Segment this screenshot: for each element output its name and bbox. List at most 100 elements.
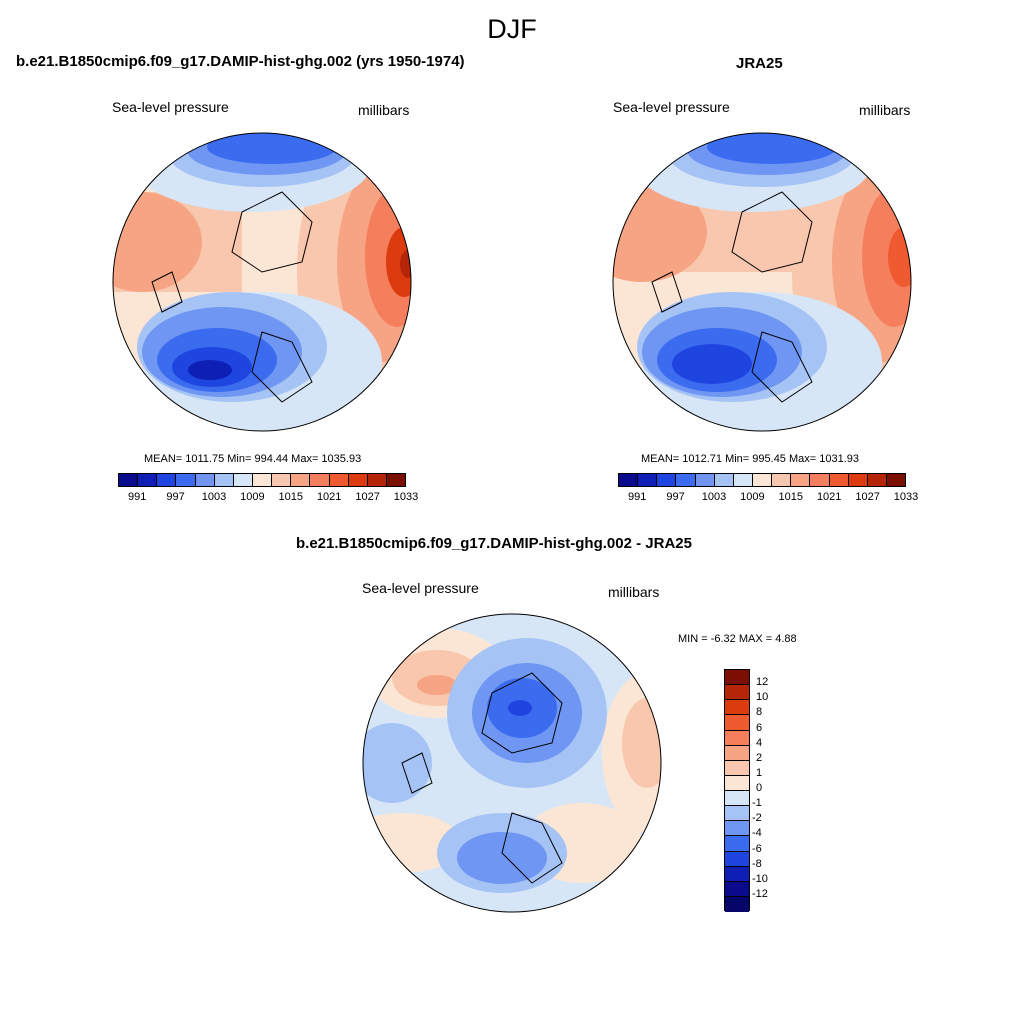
polar-map	[112, 132, 412, 432]
colorbar-tick-label: 997	[666, 491, 685, 503]
colorbar-tick-label: -10	[752, 872, 768, 885]
colorbar-swatch	[329, 474, 349, 486]
colorbar-swatch	[725, 836, 749, 852]
colorbar-tick-label: 1009	[740, 491, 765, 503]
colorbar-tick-label: -6	[752, 842, 762, 855]
colorbar-tick-label: 1009	[240, 491, 265, 503]
difference-contour	[417, 675, 457, 695]
colorbar-swatch	[725, 791, 749, 807]
colorbar-tick-label: 8	[756, 706, 763, 719]
stats-label: MIN = -6.32 MAX = 4.88	[678, 633, 797, 645]
colorbar-swatch	[791, 474, 811, 486]
colorbar-swatch	[638, 474, 658, 486]
colorbar-tick-label: 6	[756, 721, 763, 734]
colorbar-ticks: 12 10 8 6 4 2 1 0 -1 -2 -4 -6 -8 -10 -12	[752, 669, 796, 911]
colorbar	[118, 473, 406, 487]
colorbar-tick-label: -12	[752, 887, 768, 900]
colorbar-tick-label: 12	[756, 676, 769, 689]
colorbar-swatch	[310, 474, 330, 486]
colorbar-swatch	[291, 474, 311, 486]
map-border	[362, 613, 662, 913]
colorbar-tick-label: 997	[166, 491, 185, 503]
colorbar-swatch	[725, 866, 749, 882]
pressure-contour	[672, 344, 752, 384]
colorbar-swatch	[195, 474, 215, 486]
colorbar-tick-label: 991	[128, 491, 147, 503]
colorbar-swatch	[138, 474, 158, 486]
colorbar-tick-label: 1033	[393, 491, 419, 503]
colorbar-swatch	[725, 685, 749, 701]
colorbar-swatch	[386, 474, 406, 486]
colorbar-swatch	[657, 474, 677, 486]
colorbar-swatch	[848, 474, 868, 486]
map-border	[112, 132, 412, 432]
pressure-contour	[888, 227, 911, 287]
colorbar-tick-label: 1003	[201, 491, 227, 503]
colorbar-tick-label: 1033	[893, 491, 919, 503]
map-border	[612, 132, 912, 432]
colorbar-swatch	[157, 474, 177, 486]
colorbar-swatch	[619, 474, 639, 486]
difference-contour	[508, 700, 532, 716]
colorbar-swatch	[725, 670, 749, 686]
pressure-contour	[113, 192, 202, 292]
colorbar-swatch	[886, 474, 906, 486]
colorbar-swatch	[725, 700, 749, 716]
colorbar-swatch	[733, 474, 753, 486]
colorbar-swatch	[676, 474, 696, 486]
pressure-contour	[613, 182, 707, 282]
colorbar-tick-label: 1027	[855, 491, 880, 503]
colorbar-swatch	[725, 806, 749, 822]
colorbar-tick-label: 1	[756, 766, 763, 779]
colorbar-tick-label: 991	[628, 491, 647, 503]
colorbar-ticks: 991 997 1003 1009 1015 1021 1027 1033	[618, 491, 918, 505]
colorbar-tick-label: -2	[752, 812, 762, 825]
colorbar-tick-label: 4	[756, 736, 763, 749]
colorbar-swatch	[272, 474, 292, 486]
colorbar-tick-label: 1015	[778, 491, 804, 503]
colorbar-swatch	[119, 474, 139, 486]
units-label: millibars	[608, 584, 660, 600]
colorbar-tick-label: 1015	[278, 491, 304, 503]
colorbar-tick-label: 1021	[816, 491, 842, 503]
difference-contour	[363, 723, 432, 803]
colorbar-swatch	[810, 474, 830, 486]
colorbar-swatch	[725, 745, 749, 761]
pressure-contour	[400, 250, 411, 278]
colorbar-swatch	[725, 730, 749, 746]
colorbar-swatch	[695, 474, 715, 486]
colorbar-swatch	[725, 715, 749, 731]
colorbar-swatch	[214, 474, 234, 486]
coastline	[401, 672, 563, 884]
colorbar-swatch	[725, 896, 749, 912]
colorbar-swatch	[829, 474, 849, 486]
panel-title: b.e21.B1850cmip6.f09_g17.DAMIP-hist-ghg.…	[296, 535, 692, 552]
difference-contour	[457, 832, 547, 884]
colorbar-swatch	[725, 821, 749, 837]
polar-map	[362, 613, 662, 913]
colorbar-swatch	[725, 881, 749, 897]
stats-label: MEAN= 1012.71 Min= 995.45 Max= 1031.93	[641, 453, 860, 465]
colorbar-swatch	[233, 474, 253, 486]
colorbar-swatch	[176, 474, 196, 486]
colorbar-swatch	[867, 474, 887, 486]
colorbar-tick-label: 1027	[355, 491, 380, 503]
units-label: millibars	[859, 102, 911, 118]
colorbar-tick-label: 10	[756, 691, 769, 704]
colorbar-swatch	[725, 775, 749, 791]
coastline	[151, 191, 313, 403]
coastline	[651, 191, 813, 403]
colorbar-tick-label: -1	[752, 797, 762, 810]
colorbar-tick-label: 1021	[316, 491, 342, 503]
colorbar-swatch	[752, 474, 773, 486]
colorbar-swatch	[348, 474, 368, 486]
variable-label: Sea-level pressure	[112, 99, 229, 115]
variable-label: Sea-level pressure	[613, 99, 730, 115]
polar-map	[612, 132, 912, 432]
colorbar-tick-label: -8	[752, 857, 762, 870]
panel-title: JRA25	[736, 55, 783, 72]
stats-label: MEAN= 1011.75 Min= 994.44 Max= 1035.93	[144, 453, 362, 465]
colorbar-tick-label: 1003	[701, 491, 727, 503]
colorbar-tick-label: -4	[752, 827, 762, 840]
colorbar-swatch	[725, 760, 749, 776]
